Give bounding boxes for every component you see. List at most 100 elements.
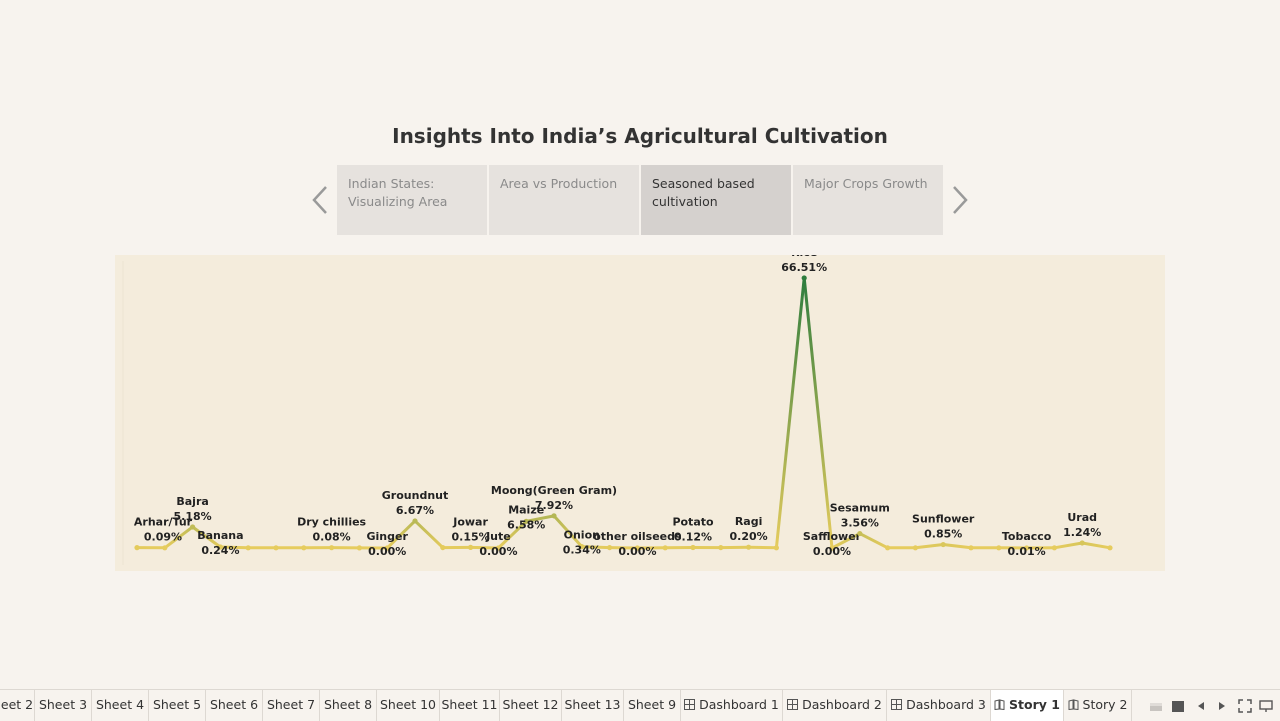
data-point[interactable] bbox=[329, 545, 334, 550]
line-segment bbox=[943, 545, 971, 548]
data-point[interactable] bbox=[885, 545, 890, 550]
tab-sheet-12[interactable]: Sheet 12 bbox=[500, 690, 562, 721]
tab-sheet-3[interactable]: Sheet 3 bbox=[35, 690, 92, 721]
presentation-icon[interactable] bbox=[1259, 699, 1273, 713]
tab-sheet-4[interactable]: Sheet 4 bbox=[92, 690, 149, 721]
tab-label: Dashboard 3 bbox=[906, 697, 986, 712]
story-icon bbox=[994, 699, 1005, 710]
data-point[interactable] bbox=[551, 513, 556, 518]
crop-label: Tobacco bbox=[1002, 530, 1052, 543]
tab-label: Sheet 11 bbox=[441, 697, 497, 712]
line-segment bbox=[1082, 543, 1110, 548]
value-label: 0.00% bbox=[368, 545, 406, 558]
tab-sheet-13[interactable]: Sheet 13 bbox=[562, 690, 624, 721]
story-title: Insights Into India’s Agricultural Culti… bbox=[0, 124, 1280, 148]
data-point[interactable] bbox=[134, 545, 139, 550]
story-point-label: Area vs Production bbox=[500, 176, 617, 191]
data-point[interactable] bbox=[246, 545, 251, 550]
data-point[interactable] bbox=[1107, 545, 1112, 550]
tab-dashboard-2[interactable]: Dashboard 2 bbox=[783, 690, 887, 721]
line-segment bbox=[860, 534, 888, 548]
prev-story-point-icon[interactable] bbox=[308, 181, 332, 219]
tab-sheet-10[interactable]: Sheet 10 bbox=[377, 690, 440, 721]
crop-label: Jute bbox=[485, 530, 511, 543]
data-point[interactable] bbox=[690, 545, 695, 550]
prev-sheet-icon[interactable] bbox=[1194, 699, 1208, 713]
data-point[interactable] bbox=[746, 545, 751, 550]
tab-dashboard-3[interactable]: Dashboard 3 bbox=[887, 690, 991, 721]
tab-label: Sheet 8 bbox=[324, 697, 372, 712]
tab-story-1[interactable]: Story 1 bbox=[991, 690, 1064, 721]
next-story-point-icon[interactable] bbox=[948, 181, 972, 219]
tab-label: Sheet 4 bbox=[96, 697, 144, 712]
value-label: 0.00% bbox=[618, 545, 656, 558]
dashboard-icon bbox=[684, 699, 695, 710]
data-point[interactable] bbox=[190, 524, 195, 529]
crop-label: Banana bbox=[197, 529, 243, 542]
story-point-indian-states[interactable]: Indian States: Visualizing Area bbox=[337, 165, 487, 235]
tab-sheet-8[interactable]: Sheet 8 bbox=[320, 690, 377, 721]
data-point[interactable] bbox=[941, 542, 946, 547]
data-point[interactable] bbox=[357, 545, 362, 550]
story-point-label: Major Crops Growth bbox=[804, 176, 928, 191]
crop-label: Urad bbox=[1067, 511, 1097, 524]
tab-label: eet 2 bbox=[1, 697, 33, 712]
next-sheet-icon[interactable] bbox=[1215, 699, 1229, 713]
data-point[interactable] bbox=[718, 545, 723, 550]
tab-sheet-9[interactable]: Sheet 9 bbox=[624, 690, 681, 721]
story-point-label: Seasoned based cultivation bbox=[652, 176, 755, 209]
data-point[interactable] bbox=[996, 545, 1001, 550]
crop-label: other oilseeds bbox=[593, 530, 682, 543]
story-icon bbox=[1068, 699, 1079, 710]
data-point[interactable] bbox=[440, 545, 445, 550]
data-point[interactable] bbox=[1080, 540, 1085, 545]
data-point[interactable] bbox=[968, 545, 973, 550]
tab-dashboard-1[interactable]: Dashboard 1 bbox=[681, 690, 783, 721]
sheet-sorter-icon[interactable] bbox=[1149, 699, 1163, 713]
tab-sheet-6[interactable]: Sheet 6 bbox=[206, 690, 263, 721]
data-point[interactable] bbox=[412, 518, 417, 523]
value-label: 0.01% bbox=[1008, 545, 1046, 558]
value-label: 0.34% bbox=[563, 544, 601, 557]
value-label: 1.24% bbox=[1063, 526, 1101, 539]
crop-label: Ragi bbox=[735, 515, 763, 528]
tab-eet-2[interactable]: eet 2 bbox=[0, 690, 35, 721]
data-point[interactable] bbox=[913, 545, 918, 550]
story-point-seasoned-cultivation[interactable]: Seasoned based cultivation bbox=[641, 165, 791, 235]
line-segment bbox=[1054, 543, 1082, 548]
value-label: 0.09% bbox=[144, 531, 182, 544]
dashboard-icon bbox=[891, 699, 902, 710]
story-point-area-vs-production[interactable]: Area vs Production bbox=[489, 165, 639, 235]
tab-label: Sheet 12 bbox=[502, 697, 558, 712]
tab-label: Sheet 3 bbox=[39, 697, 87, 712]
filmstrip-icon[interactable] bbox=[1171, 699, 1185, 713]
data-point[interactable] bbox=[273, 545, 278, 550]
data-point[interactable] bbox=[802, 275, 807, 280]
data-point[interactable] bbox=[468, 545, 473, 550]
data-point[interactable] bbox=[162, 545, 167, 550]
value-label: 6.58% bbox=[507, 518, 545, 531]
value-label: 7.92% bbox=[535, 499, 573, 512]
value-label: 0.00% bbox=[813, 545, 851, 558]
tab-sheet-7[interactable]: Sheet 7 bbox=[263, 690, 320, 721]
tab-label: Dashboard 2 bbox=[802, 697, 882, 712]
tab-label: Sheet 5 bbox=[153, 697, 201, 712]
fullscreen-icon[interactable] bbox=[1238, 699, 1252, 713]
data-point[interactable] bbox=[1052, 545, 1057, 550]
data-point[interactable] bbox=[607, 545, 612, 550]
data-point[interactable] bbox=[301, 545, 306, 550]
story-point-label: Indian States: Visualizing Area bbox=[348, 176, 447, 209]
story-point-major-crops[interactable]: Major Crops Growth bbox=[793, 165, 943, 235]
tab-label: Sheet 10 bbox=[380, 697, 436, 712]
crop-label: Sesamum bbox=[830, 502, 890, 515]
data-point[interactable] bbox=[857, 531, 862, 536]
value-label: 0.20% bbox=[730, 530, 768, 543]
tab-story-2[interactable]: Story 2 bbox=[1064, 690, 1132, 721]
data-point[interactable] bbox=[774, 545, 779, 550]
data-point[interactable] bbox=[663, 545, 668, 550]
tab-sheet-11[interactable]: Sheet 11 bbox=[440, 690, 500, 721]
crop-label: Ginger bbox=[367, 530, 409, 543]
tab-sheet-5[interactable]: Sheet 5 bbox=[149, 690, 206, 721]
